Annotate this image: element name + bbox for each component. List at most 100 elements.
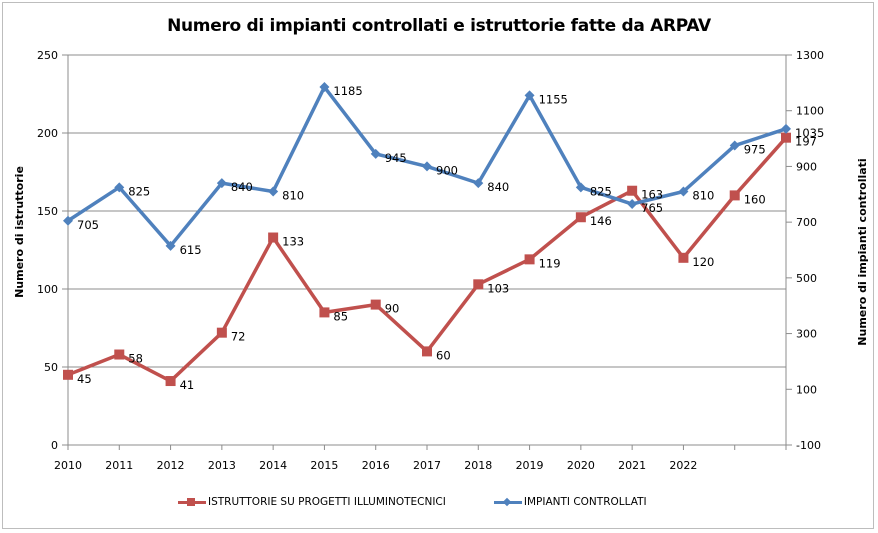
x-tick-label: 2014 (259, 459, 287, 472)
right-tick-label: 500 (796, 272, 817, 285)
x-tick-label: 2018 (464, 459, 492, 472)
data-point-istruttorie (473, 279, 484, 290)
data-point-impianti (627, 199, 638, 210)
data-point-impianti (729, 140, 740, 151)
data-point-impianti (165, 240, 176, 251)
x-tick-label: 2016 (362, 459, 390, 472)
x-tick-label: 2011 (105, 459, 133, 472)
data-label-istruttorie: 45 (77, 372, 92, 386)
data-label-impianti: 840 (487, 180, 509, 194)
data-label-impianti: 615 (180, 243, 202, 257)
data-label-impianti: 765 (641, 201, 663, 215)
data-point-impianti (114, 182, 125, 193)
x-tick-label: 2019 (516, 459, 544, 472)
left-tick-label: 250 (37, 49, 58, 62)
left-tick-label: 100 (37, 283, 58, 296)
legend-item-impianti: IMPIANTI CONTROLLATI (493, 496, 647, 508)
data-label-istruttorie: 197 (795, 135, 817, 149)
data-point-impianti (268, 186, 279, 197)
right-tick-label: 100 (796, 383, 817, 396)
data-label-istruttorie: 60 (436, 348, 451, 362)
x-tick-label: 2015 (310, 459, 338, 472)
data-point-istruttorie (319, 307, 330, 318)
data-label-istruttorie: 90 (385, 302, 400, 316)
x-tick-label: 2012 (157, 459, 185, 472)
series-group (63, 82, 791, 387)
square-marker-icon (187, 498, 195, 506)
data-point-impianti (370, 148, 381, 159)
left-tick-label: 50 (44, 361, 58, 374)
data-label-istruttorie: 133 (282, 235, 304, 249)
data-point-impianti (473, 178, 484, 189)
gridlines (68, 54, 786, 368)
data-point-impianti (678, 186, 689, 197)
data-label-impianti: 900 (436, 163, 458, 177)
data-point-impianti (422, 161, 432, 172)
data-label-istruttorie: 119 (539, 256, 561, 270)
right-tick-label: 900 (796, 160, 817, 173)
chart-title: Numero di impianti controllati e istrutt… (167, 16, 711, 36)
data-label-impianti: 945 (385, 151, 407, 165)
data-label-istruttorie: 163 (641, 188, 663, 202)
data-label-istruttorie: 85 (333, 309, 348, 323)
left-tick-label: 0 (51, 439, 58, 452)
legend-label-impianti: IMPIANTI CONTROLLATI (523, 496, 647, 508)
data-label-impianti: 705 (77, 218, 99, 232)
data-label-istruttorie: 103 (487, 281, 509, 295)
data-label-impianti: 825 (590, 184, 612, 198)
data-point-istruttorie (63, 369, 73, 380)
x-tick-label: 2013 (208, 459, 236, 472)
data-label-impianti: 825 (128, 184, 150, 198)
data-label-istruttorie: 41 (180, 378, 195, 392)
data-label-impianti: 810 (282, 189, 304, 203)
left-axis-title: Numero di istruttorie (13, 166, 26, 298)
data-label-istruttorie: 72 (231, 330, 246, 344)
series-line-istruttorie (67, 136, 788, 383)
data-point-istruttorie (422, 346, 432, 357)
x-tick-label: 2020 (567, 459, 595, 472)
data-point-impianti (63, 215, 73, 226)
data-point-istruttorie (729, 190, 740, 201)
data-point-istruttorie (370, 299, 381, 310)
data-label-impianti: 1155 (539, 92, 568, 106)
data-label-istruttorie: 160 (744, 192, 766, 206)
data-label-impianti: 1185 (333, 84, 362, 98)
data-label-impianti: 975 (744, 143, 766, 157)
data-point-istruttorie (165, 376, 176, 387)
data-point-istruttorie (524, 254, 535, 265)
data-point-impianti (524, 90, 535, 101)
data-label-impianti: 840 (231, 180, 253, 194)
left-tick-label: 200 (37, 127, 58, 140)
right-tick-label: 1100 (796, 105, 824, 118)
right-tick-label: 1300 (796, 49, 824, 62)
x-tick-label: 2010 (54, 459, 82, 472)
left-tick-label: 150 (37, 205, 58, 218)
data-point-impianti (781, 123, 791, 134)
diamond-marker-icon (502, 497, 512, 507)
x-tick-label: 2022 (669, 459, 697, 472)
legend-item-istruttorie: ISTRUTTORIE SU PROGETTI ILLUMINOTECNICI (178, 496, 446, 508)
right-tick-label: 300 (796, 328, 817, 341)
axes: 0 50 100 150 200 250 -100 100 300 500 700 900 1100 13… (37, 49, 824, 472)
data-point-istruttorie (678, 252, 689, 263)
data-label-istruttorie: 146 (590, 214, 612, 228)
legend-swatch-istruttorie (178, 497, 206, 507)
data-label-istruttorie: 120 (692, 255, 714, 269)
legend-label-istruttorie: ISTRUTTORIE SU PROGETTI ILLUMINOTECNICI (208, 496, 446, 508)
data-label-istruttorie: 58 (128, 352, 143, 366)
data-label-impianti: 1035 (795, 126, 824, 140)
data-point-istruttorie (627, 185, 638, 196)
data-labels: 45 58 41 72 133 85 90 60 103 119 146 163 120 160 197 70… (77, 84, 824, 392)
x-tick-label: 2017 (413, 459, 441, 472)
right-tick-label: -100 (796, 439, 821, 452)
data-point-impianti (575, 182, 586, 193)
data-point-impianti (216, 178, 227, 189)
right-axis-title: Numero di impianti controllati (856, 158, 869, 345)
data-point-istruttorie (216, 327, 227, 338)
data-label-impianti: 810 (692, 189, 714, 203)
legend: ISTRUTTORIE SU PROGETTI ILLUMINOTECNICI … (178, 496, 647, 508)
legend-swatch-impianti (493, 497, 522, 507)
x-tick-label: 2021 (618, 459, 646, 472)
